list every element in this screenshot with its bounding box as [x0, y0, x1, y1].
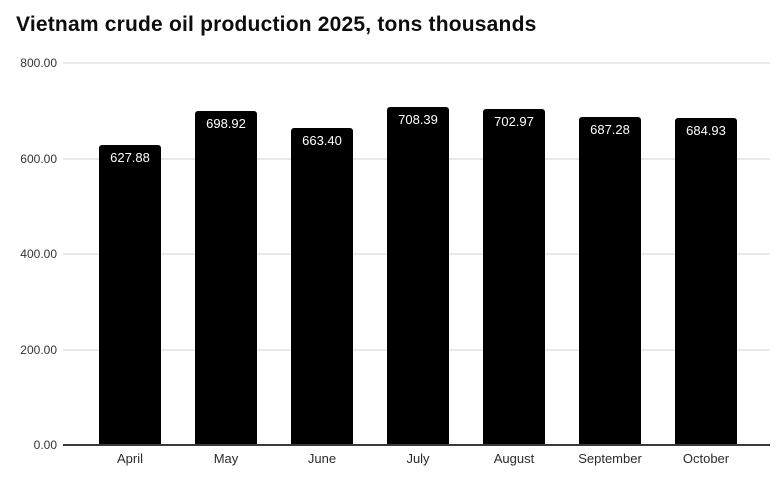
x-axis-tick-label: September: [578, 451, 642, 466]
bar-july[interactable]: 708.39: [387, 106, 449, 444]
bar-october[interactable]: 684.93: [675, 117, 737, 444]
bar-august[interactable]: 702.97: [483, 109, 545, 444]
y-axis-tick-label: 400.00: [20, 247, 57, 261]
x-axis-tick-label: October: [682, 451, 730, 466]
x-axis-tick-label: April: [116, 451, 143, 466]
bar-value-label: 627.88: [110, 150, 150, 166]
bar-value-label: 684.93: [686, 122, 726, 138]
bar-value-label: 698.92: [206, 116, 246, 132]
x-axis-tick-label: June: [307, 451, 337, 466]
gridline: [63, 62, 770, 64]
y-axis-tick-label: 600.00: [20, 151, 57, 166]
bar-june[interactable]: 663.40: [291, 128, 353, 444]
x-axis-tick-label: July: [406, 451, 430, 466]
y-axis-tick-label: 200.00: [20, 342, 57, 357]
y-axis-tick-label: 800.00: [20, 56, 57, 70]
x-axis-tick-label: May: [213, 451, 239, 466]
bar-value-label: 687.28: [590, 121, 630, 137]
bar-september[interactable]: 687.28: [579, 116, 641, 444]
bar-value-label: 702.97: [494, 114, 534, 130]
chart-title: Vietnam crude oil production 2025, tons …: [16, 13, 537, 36]
bar-april[interactable]: 627.88: [99, 145, 161, 444]
x-axis-tick-label: August: [493, 451, 535, 466]
bar-value-label: 708.39: [398, 111, 438, 127]
x-axis-line: [63, 444, 770, 446]
y-axis-tick-label: 0.00: [33, 438, 57, 452]
bar-may[interactable]: 698.92: [195, 111, 257, 444]
bar-value-label: 663.40: [302, 133, 342, 149]
